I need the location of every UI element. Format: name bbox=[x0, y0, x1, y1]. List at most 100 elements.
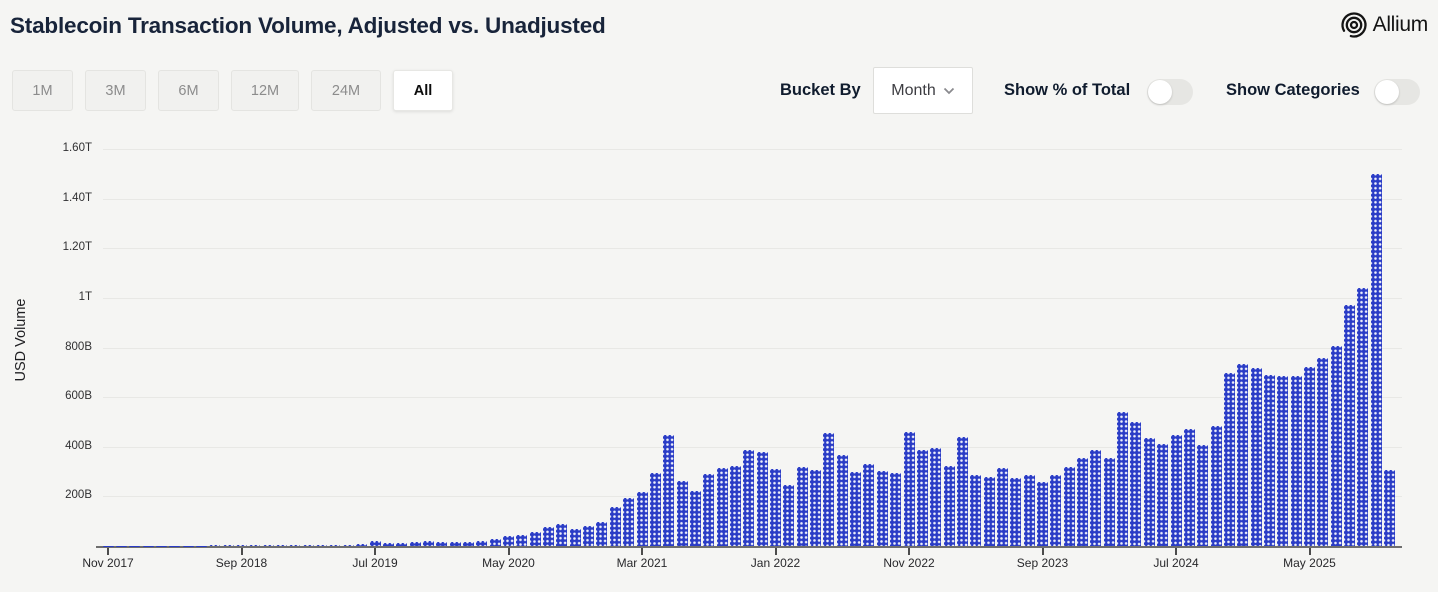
bar-feb-2022[interactable] bbox=[783, 484, 795, 546]
bar-jul-2021[interactable] bbox=[689, 490, 701, 546]
bar-aug-2022[interactable] bbox=[863, 463, 875, 546]
bar-jan-2021[interactable] bbox=[609, 506, 621, 546]
bar-apr-2019[interactable] bbox=[329, 544, 341, 546]
bar-sep-2022[interactable] bbox=[876, 470, 888, 546]
show-categories-toggle[interactable] bbox=[1374, 79, 1420, 105]
x-tick-label: Sep 2023 bbox=[1016, 556, 1069, 570]
bar-jul-2022[interactable] bbox=[850, 471, 862, 546]
bar-jun-2023[interactable] bbox=[996, 467, 1008, 546]
bar-feb-2024[interactable] bbox=[1103, 457, 1115, 546]
bar-nov-2025[interactable] bbox=[1384, 470, 1396, 546]
bar-mar-2020[interactable] bbox=[476, 540, 488, 546]
bar-aug-2019[interactable] bbox=[382, 542, 394, 546]
bar-jul-2024[interactable] bbox=[1170, 434, 1182, 546]
bar-oct-2021[interactable] bbox=[729, 465, 741, 546]
range-button-6m[interactable]: 6M bbox=[158, 70, 219, 111]
bar-aug-2025[interactable] bbox=[1344, 305, 1356, 546]
bar-aug-2024[interactable] bbox=[1183, 428, 1195, 546]
bar-jun-2020[interactable] bbox=[516, 535, 528, 546]
bar-jan-2023[interactable] bbox=[930, 447, 942, 546]
bar-may-2021[interactable] bbox=[663, 434, 675, 546]
bar-jun-2021[interactable] bbox=[676, 480, 688, 546]
show-pct-toggle[interactable] bbox=[1147, 79, 1193, 105]
bar-feb-2020[interactable] bbox=[462, 541, 474, 546]
bar-jul-2020[interactable] bbox=[529, 532, 541, 546]
range-button-24m[interactable]: 24M bbox=[311, 70, 381, 111]
bar-may-2024[interactable] bbox=[1143, 437, 1155, 546]
bucket-by-dropdown[interactable]: Month bbox=[873, 67, 973, 114]
bar-may-2020[interactable] bbox=[503, 536, 514, 546]
bar-jul-2019[interactable] bbox=[369, 541, 381, 546]
bar-jul-2025[interactable] bbox=[1330, 345, 1342, 546]
bar-nov-2019[interactable] bbox=[422, 541, 434, 546]
bar-oct-2025[interactable] bbox=[1370, 173, 1382, 546]
bar-may-2025[interactable] bbox=[1304, 366, 1315, 546]
bar-mar-2022[interactable] bbox=[796, 466, 808, 546]
bar-sep-2018[interactable] bbox=[236, 545, 247, 546]
bar-aug-2020[interactable] bbox=[543, 526, 555, 546]
bar-jun-2022[interactable] bbox=[836, 454, 848, 546]
bar-oct-2023[interactable] bbox=[1050, 474, 1062, 546]
bar-jul-2018[interactable] bbox=[209, 545, 221, 546]
bar-jan-2024[interactable] bbox=[1090, 449, 1102, 546]
bar-aug-2021[interactable] bbox=[703, 473, 715, 546]
bar-apr-2020[interactable] bbox=[489, 538, 501, 546]
bar-nov-2024[interactable] bbox=[1223, 372, 1235, 546]
bar-oct-2024[interactable] bbox=[1210, 425, 1222, 546]
bar-dec-2020[interactable] bbox=[596, 521, 608, 546]
bar-nov-2020[interactable] bbox=[583, 525, 595, 546]
bar-aug-2023[interactable] bbox=[1023, 474, 1035, 546]
bar-sep-2024[interactable] bbox=[1197, 444, 1209, 546]
bar-apr-2023[interactable] bbox=[970, 474, 982, 546]
bar-oct-2020[interactable] bbox=[569, 528, 581, 546]
bar-mar-2025[interactable] bbox=[1277, 375, 1289, 546]
bar-jan-2025[interactable] bbox=[1250, 367, 1262, 546]
bar-apr-2022[interactable] bbox=[810, 470, 822, 546]
bar-feb-2021[interactable] bbox=[623, 497, 635, 546]
bar-dec-2019[interactable] bbox=[436, 541, 448, 546]
bar-nov-2018[interactable] bbox=[262, 545, 274, 546]
bar-jul-2023[interactable] bbox=[1010, 477, 1022, 546]
bar-may-2019[interactable] bbox=[342, 544, 354, 546]
bar-jun-2019[interactable] bbox=[356, 544, 368, 546]
bar-feb-2023[interactable] bbox=[943, 465, 955, 546]
bar-dec-2023[interactable] bbox=[1077, 457, 1089, 546]
bar-dec-2018[interactable] bbox=[276, 545, 288, 546]
bar-mar-2023[interactable] bbox=[956, 436, 968, 546]
bar-nov-2021[interactable] bbox=[743, 449, 755, 546]
bar-aug-2018[interactable] bbox=[222, 545, 234, 546]
bar-oct-2018[interactable] bbox=[249, 545, 261, 546]
bar-jun-2024[interactable] bbox=[1157, 443, 1169, 546]
bar-oct-2019[interactable] bbox=[409, 541, 421, 546]
bar-oct-2022[interactable] bbox=[890, 472, 902, 546]
bar-apr-2024[interactable] bbox=[1130, 421, 1142, 546]
bar-feb-2025[interactable] bbox=[1263, 374, 1275, 546]
bar-sep-2020[interactable] bbox=[556, 523, 568, 546]
range-button-1m[interactable]: 1M bbox=[12, 70, 73, 111]
bar-jan-2019[interactable] bbox=[289, 545, 301, 546]
bar-jan-2020[interactable] bbox=[449, 542, 461, 546]
bar-nov-2023[interactable] bbox=[1063, 466, 1075, 546]
bar-dec-2024[interactable] bbox=[1237, 363, 1249, 546]
bar-sep-2023[interactable] bbox=[1037, 481, 1048, 546]
x-tick bbox=[1175, 548, 1177, 555]
bar-apr-2021[interactable] bbox=[649, 472, 661, 546]
bar-mar-2019[interactable] bbox=[316, 544, 328, 546]
bar-nov-2022[interactable] bbox=[903, 431, 915, 546]
bar-mar-2024[interactable] bbox=[1117, 411, 1129, 546]
bar-dec-2022[interactable] bbox=[916, 449, 928, 546]
bar-sep-2019[interactable] bbox=[396, 542, 408, 546]
bar-jan-2022[interactable] bbox=[770, 468, 781, 546]
bar-mar-2021[interactable] bbox=[636, 491, 648, 546]
bar-may-2023[interactable] bbox=[983, 476, 995, 546]
bar-sep-2021[interactable] bbox=[716, 467, 728, 546]
range-button-12m[interactable]: 12M bbox=[231, 70, 299, 111]
bar-sep-2025[interactable] bbox=[1357, 287, 1369, 546]
range-button-all[interactable]: All bbox=[393, 70, 453, 111]
range-button-3m[interactable]: 3M bbox=[85, 70, 146, 111]
bar-apr-2025[interactable] bbox=[1290, 375, 1302, 546]
bar-jun-2025[interactable] bbox=[1317, 357, 1329, 546]
bar-feb-2019[interactable] bbox=[302, 544, 314, 546]
bar-dec-2021[interactable] bbox=[756, 451, 768, 546]
bar-may-2022[interactable] bbox=[823, 432, 835, 546]
